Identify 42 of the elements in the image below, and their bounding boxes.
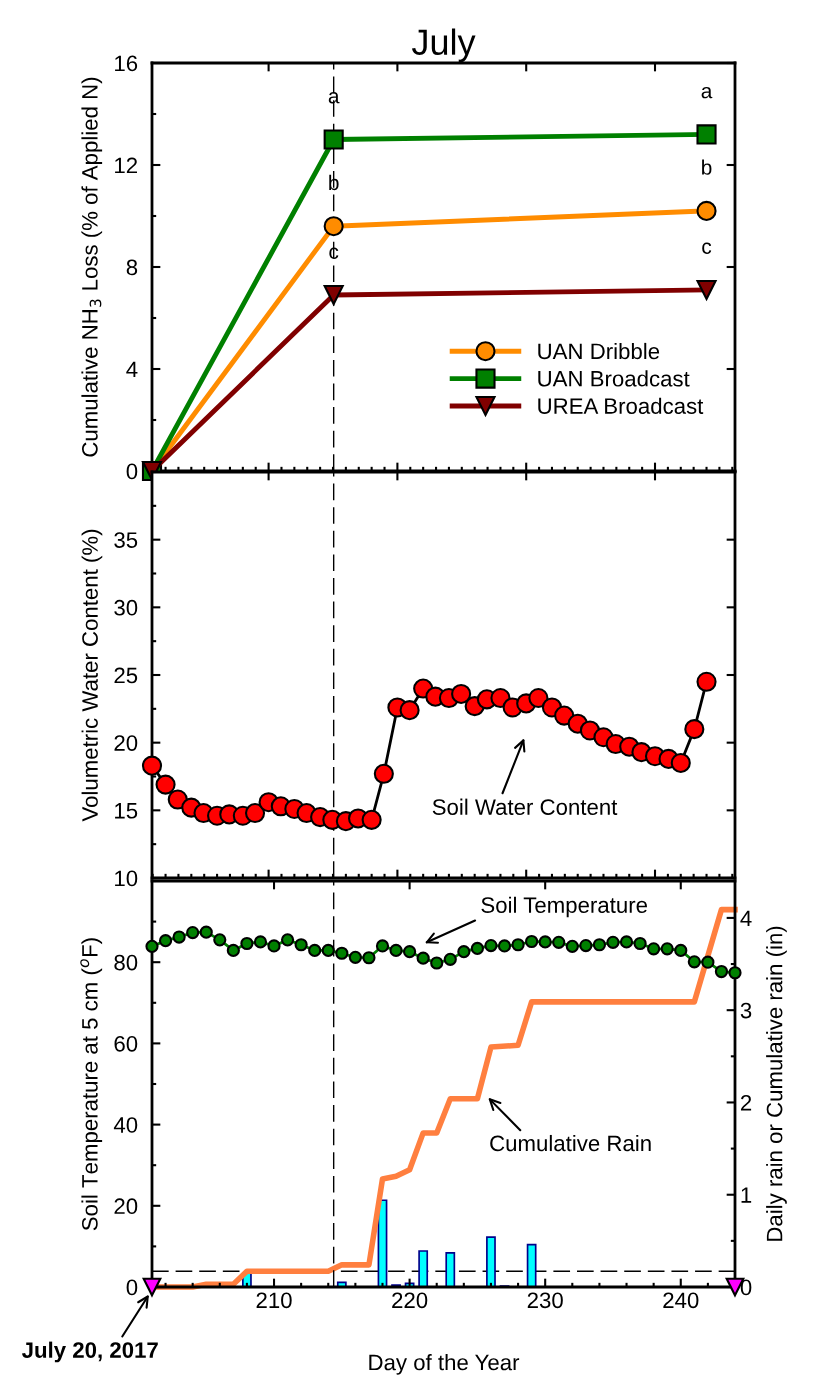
chart-title: July [411, 28, 476, 63]
text: July 20, 2017 [21, 1341, 158, 1363]
data-label: c [702, 242, 712, 254]
y-tick-label: 10 [115, 870, 138, 887]
y-tick-label: 60 [114, 1035, 138, 1052]
y-tick-label: 15 [115, 803, 138, 819]
x-axis-title: Day of the Year [369, 1353, 520, 1375]
y2-tick-label: 0 [740, 1279, 752, 1296]
y2-tick-label: 4 [740, 910, 752, 926]
y-tick-label: 0 [126, 463, 138, 480]
legend-label: UREA Broadcast [538, 397, 704, 414]
x-tick-label: 210 [256, 1292, 292, 1309]
x-tick-label: 230 [527, 1292, 563, 1309]
y-tick-label: 8 [126, 259, 138, 276]
annotation: Soil Water Content [432, 798, 618, 815]
annotation: Cumulative Rain [490, 1134, 651, 1152]
x-tick-label: 220 [392, 1292, 428, 1309]
y-axis-title: Volumetric Water Content (%) [81, 529, 103, 822]
y-tick-label: 16 [115, 55, 138, 72]
y-tick-label: 20 [114, 735, 138, 751]
y-tick-label: 80 [114, 954, 138, 971]
y-tick-label: 30 [114, 599, 138, 616]
y-axis-title: Cumulative NH$_{3}$ Loss (% of Applied N) [81, 77, 103, 457]
y-tick-label: 4 [126, 361, 138, 378]
y2-axis-title: Daily rain or Cumulative rain (in) [766, 926, 787, 1241]
y-tick-label: 0 [126, 1279, 138, 1296]
legend-label: UAN Dribble [538, 342, 660, 360]
annotation: Soil Temperature [481, 896, 647, 918]
x-tick-label: 240 [663, 1292, 699, 1309]
y2-tick-label: 1 [741, 1187, 752, 1203]
data-label: a [328, 92, 340, 104]
y2-tick-label: 2 [740, 1094, 752, 1111]
data-label: a [701, 86, 713, 99]
y-tick-label: 25 [114, 667, 138, 684]
legend-label: UAN Broadcast [538, 370, 690, 387]
y-tick-label: 40 [113, 1117, 138, 1133]
y-tick-label: 35 [114, 532, 138, 548]
y-tick-label: 20 [114, 1198, 138, 1215]
y-tick-label: 12 [115, 157, 137, 174]
y2-tick-label: 3 [740, 1002, 752, 1019]
data-label: b [702, 159, 712, 175]
y-axis-title: Soil Temperature at 5 cm ($^{o}$F) [80, 938, 103, 1231]
